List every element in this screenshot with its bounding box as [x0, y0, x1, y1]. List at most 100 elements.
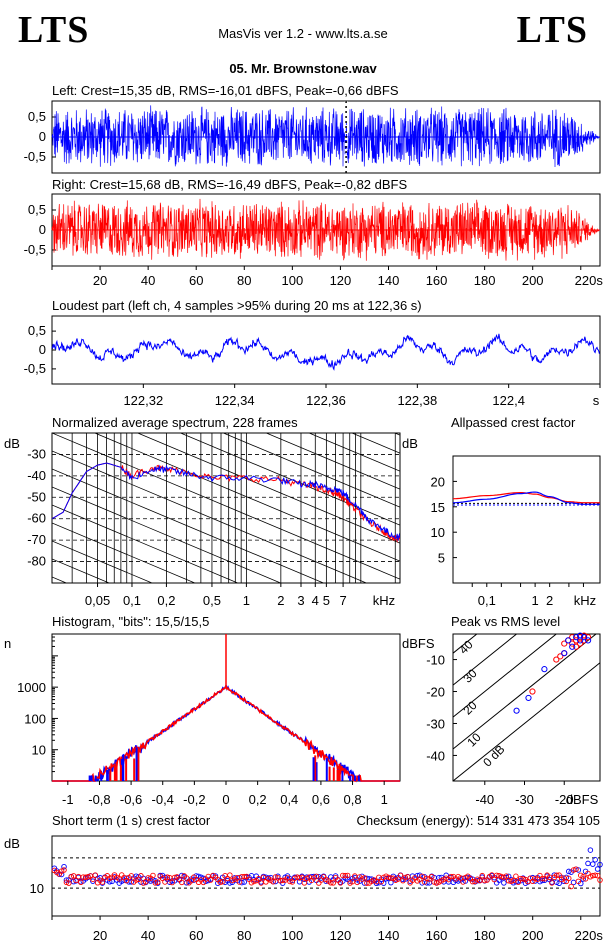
x-tick-label-spectrum: 0,1: [123, 593, 141, 608]
crest-point-red: [513, 873, 519, 880]
crest-point-red: [481, 877, 488, 884]
peakrms-point-red: [557, 653, 564, 660]
y-tick-label-allpass: 10: [431, 525, 445, 540]
crest-point-red: [133, 877, 139, 883]
y-axis-label-spectrum: dB: [4, 436, 20, 451]
crest-point-blue: [590, 861, 596, 867]
peakrms-point-red: [584, 634, 592, 641]
x-tick-label-spectrum: 0,2: [157, 593, 175, 608]
crest-point-red: [510, 877, 517, 884]
slope-line: [52, 540, 154, 583]
crest-point-red: [145, 875, 151, 881]
diag-label: 40: [456, 637, 476, 657]
x-tick-label-shortcrest: 100: [281, 928, 303, 943]
peakrms-point-red: [553, 656, 560, 663]
diag-label: 0 dB: [480, 742, 507, 769]
crest-point-red: [520, 876, 526, 882]
x-tick-label-loudest: 122,38: [397, 393, 437, 408]
slope-line: [308, 433, 400, 472]
x-tick-label-right: 220s: [575, 273, 604, 288]
crest-point-red: [217, 879, 223, 886]
x-tick-label-histogram: -0,2: [183, 792, 205, 807]
chart-title-peakrms: Peak vs RMS level: [451, 614, 560, 629]
slope-line: [265, 433, 400, 490]
x-tick-label-shortcrest: 180: [474, 928, 496, 943]
slope-line: [350, 433, 400, 454]
y-tick-label-right: 0,5: [28, 202, 46, 217]
crest-point-blue: [597, 861, 603, 868]
x-tick-label-allpass: 2: [546, 593, 553, 608]
crest-point-blue: [128, 879, 135, 885]
peakrms-point-red: [573, 643, 580, 650]
crest-point-red: [556, 872, 562, 878]
crest-point-red: [361, 875, 368, 881]
crest-point-red: [301, 880, 308, 886]
x-tick-label-histogram: -0,8: [88, 792, 110, 807]
x-tick-label-shortcrest: 160: [426, 928, 448, 943]
x-tick-label-histogram: -1: [62, 792, 74, 807]
x-tick-label-peakrms: -30: [515, 792, 534, 807]
crest-point-blue: [594, 866, 601, 872]
x-tick-label-right: 120: [330, 273, 352, 288]
chart-title-allpass: Allpassed crest factor: [451, 415, 576, 430]
crest-point-red: [364, 880, 370, 886]
peakrms-point-red: [569, 640, 576, 647]
x-tick-label-histogram: 0,6: [312, 792, 330, 807]
x-tick-label-histogram: 0: [222, 792, 229, 807]
y-tick-label-spectrum: -60: [27, 511, 46, 526]
crest-point-blue: [443, 872, 449, 879]
peakrms-point-red: [529, 688, 536, 695]
logo-right: LTS: [516, 9, 588, 51]
crest-point-red: [404, 874, 411, 880]
y-tick-label-allpass: 5: [438, 551, 445, 566]
peakrms-point-blue: [573, 634, 580, 641]
crest-point-red: [152, 880, 159, 886]
crest-point-red: [496, 872, 502, 879]
x-tick-label-spectrum: 1: [243, 593, 250, 608]
peakrms-point-blue: [577, 632, 584, 639]
x-tick-label-spectrum: 0,05: [85, 593, 110, 608]
x-tick-label-right: 180: [474, 273, 496, 288]
crest-point-red: [171, 874, 178, 881]
crest-point-red: [272, 874, 279, 880]
crest-point-red: [287, 878, 293, 885]
x-tick-label-loudest: 122,34: [215, 393, 255, 408]
crest-point-red: [169, 879, 175, 886]
crest-point-red: [99, 879, 106, 885]
crest-point-blue: [106, 879, 113, 885]
crest-point-red: [575, 878, 582, 885]
crest-point-blue: [58, 871, 65, 878]
crest-point-red: [344, 872, 351, 879]
crest-point-red: [594, 872, 601, 879]
x-tick-label-loudest: 122,36: [306, 393, 346, 408]
crest-point-red: [270, 878, 276, 885]
crest-point-red: [150, 872, 156, 879]
x-tick-label-peakrms: -20: [555, 792, 574, 807]
y-tick-label-peakrms: -20: [426, 685, 445, 700]
crest-point-blue: [587, 847, 594, 853]
crest-point-red: [90, 876, 96, 882]
crest-point-red: [260, 874, 267, 881]
x-tick-label-right: 80: [237, 273, 251, 288]
crest-point-red: [424, 875, 430, 882]
peakrms-point-red: [577, 640, 584, 647]
slope-line: [52, 486, 282, 583]
chart-title-shortcrest: Short term (1 s) crest factor: [52, 813, 211, 828]
y-axis-label-histogram: n: [4, 636, 11, 651]
y-tick-label-spectrum: -80: [27, 554, 46, 569]
peakrms-point-blue: [525, 694, 532, 702]
crest-point-red: [448, 873, 454, 880]
x-tick-label-allpass: 0,1: [478, 593, 496, 608]
y-tick-label-peakrms: -10: [426, 653, 445, 668]
crest-point-red: [419, 873, 425, 880]
crest-point-red: [251, 878, 257, 885]
crest-point-red: [491, 876, 497, 883]
y-tick-label-spectrum: -30: [27, 446, 46, 461]
crest-point-red: [342, 872, 348, 879]
crest-point-red: [592, 872, 598, 878]
y-axis-label-shortcrest: dB: [4, 836, 20, 851]
x-tick-label-histogram: 0,4: [280, 792, 298, 807]
crest-point-red: [289, 879, 296, 885]
y-tick-label-left: -0,5: [24, 149, 46, 164]
